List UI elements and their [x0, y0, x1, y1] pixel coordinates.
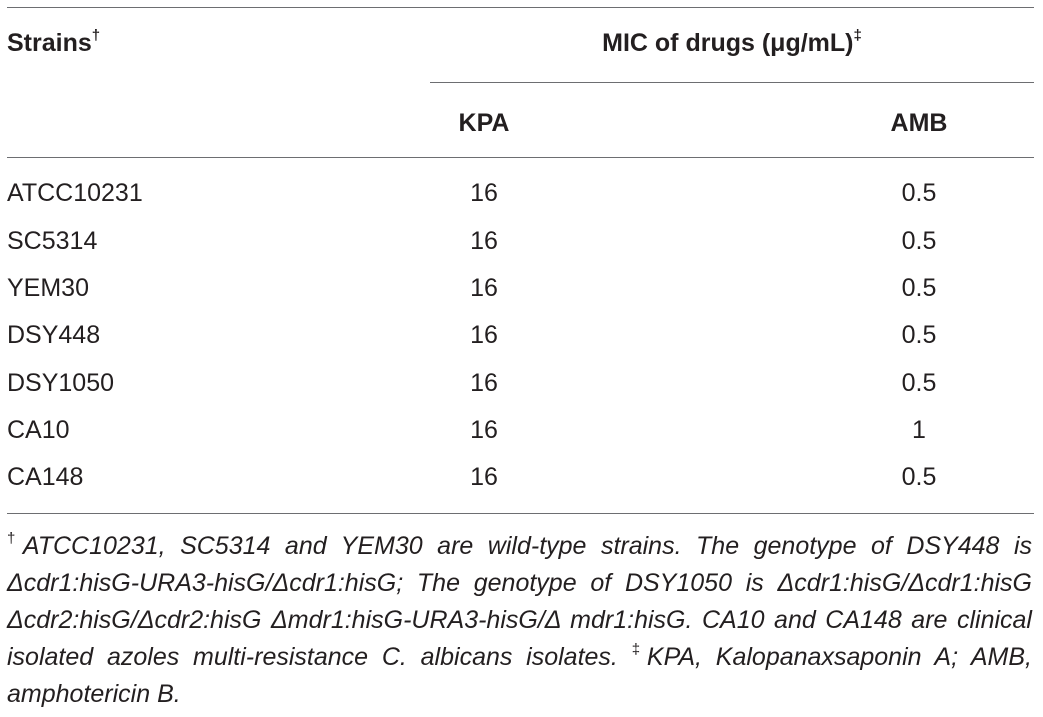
strain-cell: CA148 [7, 463, 84, 491]
strains-header-label: Strains [7, 29, 92, 57]
amb-cell: 0.5 [901, 321, 937, 349]
amb-cell: 0.5 [901, 369, 937, 397]
footnote-mark-double-dagger: ‡ [631, 640, 647, 658]
strain-cell: ATCC10231 [7, 179, 143, 207]
strain-cell: YEM30 [7, 274, 89, 302]
amb-cell: 0.5 [901, 227, 937, 255]
kpa-cell: 16 [470, 369, 498, 397]
mic-span-rule [430, 82, 1034, 83]
table-bottom-rule [7, 513, 1034, 514]
kpa-cell: 16 [470, 179, 498, 207]
kpa-cell: 16 [470, 227, 498, 255]
strains-header-mark: † [91, 26, 101, 44]
kpa-cell: 16 [470, 321, 498, 349]
amb-cell: 0.5 [901, 274, 937, 302]
amb-cell: 0.5 [901, 179, 937, 207]
mic-header-label: MIC of drugs (μg/mL) [602, 29, 854, 57]
kpa-cell: 16 [470, 463, 498, 491]
kpa-column-header: KPA [458, 109, 510, 137]
strains-header: Strains† [7, 28, 100, 58]
footnote-text-abbreviations: KPA, Kalopanaxsaponin A; AMB, amphoteric… [7, 643, 1032, 708]
table-top-rule [7, 7, 1034, 8]
kpa-cell: 16 [470, 416, 498, 444]
amb-cell: 0.5 [901, 463, 937, 491]
strain-cell: DSY448 [7, 321, 101, 349]
kpa-cell: 16 [470, 274, 498, 302]
table-footnote: †ATCC10231, SC5314 and YEM30 are wild-ty… [7, 528, 1032, 713]
footnote-text-strains: ATCC10231, SC5314 and YEM30 are wild-typ… [7, 532, 1032, 671]
strain-cell: CA10 [7, 416, 70, 444]
amb-column-header: AMB [890, 109, 948, 137]
strain-cell: DSY1050 [7, 369, 115, 397]
header-bottom-rule [7, 157, 1034, 158]
mic-header-mark: ‡ [853, 26, 862, 44]
mic-header: MIC of drugs (μg/mL)‡ [602, 28, 862, 58]
footnote-mark-dagger: † [7, 529, 23, 547]
strain-cell: SC5314 [7, 227, 98, 255]
amb-cell: 1 [912, 416, 926, 444]
